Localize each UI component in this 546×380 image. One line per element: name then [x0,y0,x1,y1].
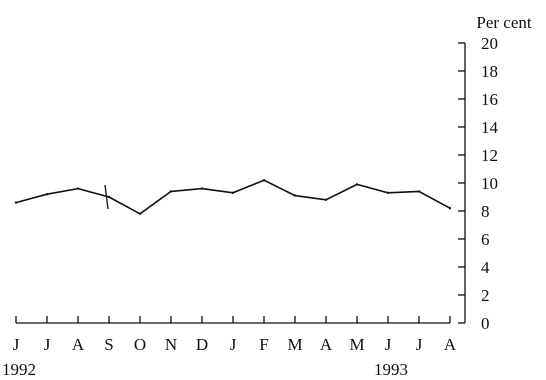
data-point [386,191,390,194]
x-tick-label: J [44,335,51,354]
data-point [293,194,297,197]
y-tick-label: 10 [481,174,498,193]
y-tick-label: 8 [481,202,490,221]
y-axis-label: Per cent [476,13,532,32]
x-tick-label: O [134,335,146,354]
x-tick-label: M [287,335,302,354]
data-point [262,179,266,182]
x-tick-label: J [13,335,20,354]
y-tick-label: 6 [481,230,490,249]
data-point [200,187,204,190]
data-point [45,193,49,196]
y-tick-label: 4 [481,258,490,277]
series-line [15,179,451,215]
year-label: 1993 [374,360,408,379]
y-tick-label: 2 [481,286,490,305]
data-point [169,190,173,193]
x-tick-label: D [196,335,208,354]
data-point [448,207,452,210]
x-tick-label: N [165,335,177,354]
data-point [14,201,18,204]
x-tick-label: J [416,335,423,354]
x-tick-label: S [104,335,113,354]
x-tick-label: F [259,335,268,354]
x-tick-label: A [444,335,457,354]
data-point [417,190,421,193]
x-tick-label: A [72,335,85,354]
y-tick-label: 20 [481,34,498,53]
annotations [104,184,109,210]
y-tick-label: 0 [481,314,490,333]
data-point [138,212,142,215]
data-point [231,191,235,194]
y-tick-label: 14 [481,118,499,137]
break-mark [104,184,109,210]
data-point [355,183,359,186]
y-tick-label: 12 [481,146,498,165]
x-tick-label: J [230,335,237,354]
y-tick-label: 18 [481,62,498,81]
x-tick-label: A [320,335,333,354]
y-axis-ticks: 0 2 4 6 8 10 12 14 16 18 20 [458,34,499,333]
x-tick-label: J [385,335,392,354]
series-points [14,179,452,215]
y-tick-label: 16 [481,90,498,109]
year-label: 1992 [2,360,36,379]
x-tick-label: M [349,335,364,354]
data-point [76,187,80,190]
year-labels: 1992 1993 [2,360,408,379]
data-point [324,198,328,201]
data-point [107,195,111,199]
